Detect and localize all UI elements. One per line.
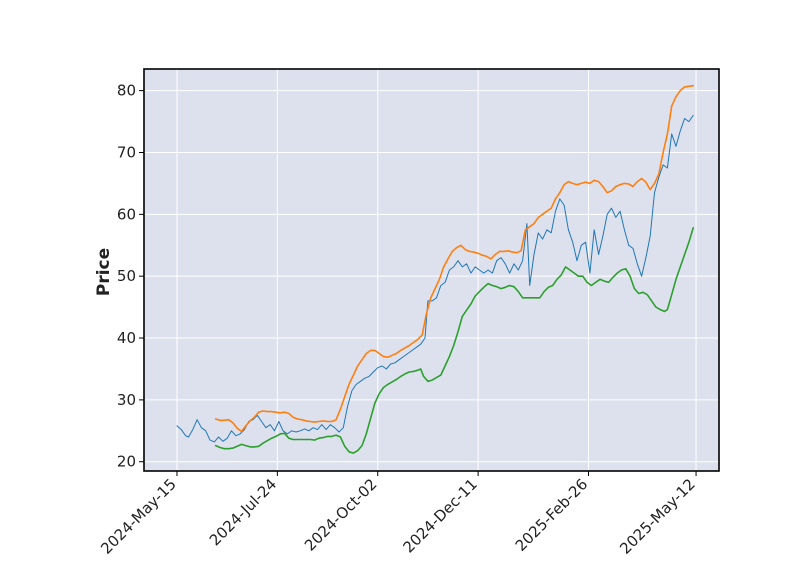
y-tick-label: 40 (117, 329, 136, 347)
series-line-2 (214, 84, 694, 433)
x-tick-label: 2024-Dec-11 (400, 475, 481, 556)
y-tick-label: 70 (117, 143, 136, 161)
x-tick-label: 2024-Jul-24 (206, 475, 280, 549)
grid-lines (144, 69, 719, 471)
x-tick-label: 2025-Feb-26 (512, 475, 592, 555)
x-tick-label: 2024-May-15 (97, 475, 180, 558)
plot-background (144, 69, 719, 471)
x-tick-label: 2024-Oct-02 (301, 475, 381, 555)
y-tick-label: 60 (117, 205, 136, 223)
series-line-1 (176, 114, 694, 443)
y-tick-label: 50 (117, 267, 136, 285)
series-line-3 (214, 227, 694, 454)
x-tick-label: 2025-May-12 (616, 475, 699, 558)
y-tick-label: 80 (117, 82, 136, 100)
plot-frame (143, 68, 720, 472)
y-axis-ticks: 20 30 40 50 60 70 80 (117, 82, 144, 471)
y-tick-label: 20 (117, 453, 136, 471)
series-lines (176, 84, 694, 454)
y-axis-title: Price (94, 248, 114, 296)
y-tick-label: 30 (117, 391, 136, 409)
x-axis-ticks: 2024-May-15 2024-Jul-24 2024-Oct-02 2024-De… (97, 471, 699, 558)
